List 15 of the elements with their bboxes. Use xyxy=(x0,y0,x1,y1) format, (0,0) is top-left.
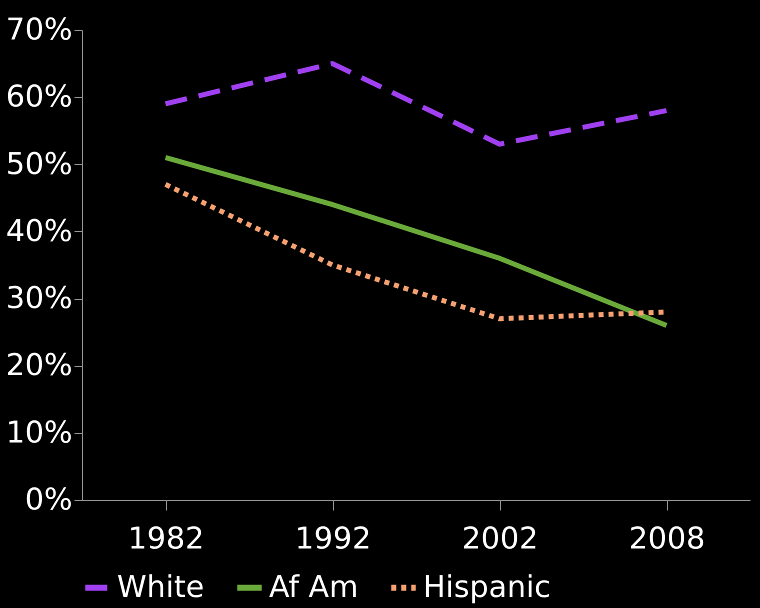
y-tick-label: 60% xyxy=(6,80,72,115)
x-tick-label: 1982 xyxy=(128,522,204,556)
legend-label: Af Am xyxy=(269,570,358,605)
y-tick-label: 0% xyxy=(24,482,72,518)
y-tick-label: 10% xyxy=(6,415,72,450)
y-tick-label: 70% xyxy=(6,12,72,48)
x-tick-label: 2008 xyxy=(628,522,706,556)
legend-label: White xyxy=(117,570,204,605)
x-tick-label: 2002 xyxy=(462,522,538,556)
y-tick-label: 50% xyxy=(6,146,72,182)
y-tick-label: 20% xyxy=(6,348,72,384)
legend-label: Hispanic xyxy=(423,570,551,605)
y-tick-label: 30% xyxy=(6,281,72,316)
x-tick-label: 1992 xyxy=(294,522,372,556)
y-tick-label: 40% xyxy=(6,214,72,249)
